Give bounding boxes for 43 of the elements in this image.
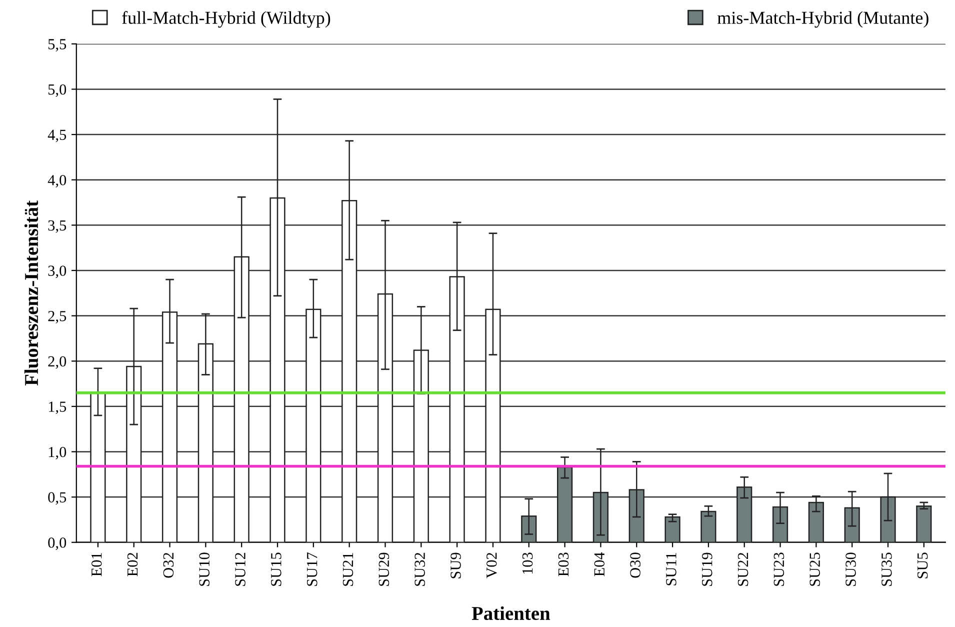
- x-tick-label: E01: [91, 552, 102, 576]
- y-tick-label: 5,5: [48, 39, 66, 52]
- x-tick-label: SU10: [199, 552, 210, 586]
- x-tick-label: SU9: [450, 552, 461, 578]
- x-tick-label: E04: [594, 552, 605, 576]
- x-tick-label: E02: [127, 552, 138, 576]
- legend-label: mis-Match-Hybrid (Mutante): [717, 11, 928, 28]
- y-tick-label: 2,0: [48, 356, 66, 369]
- x-tick-label: SU23: [774, 552, 784, 586]
- x-tick-label: E03: [558, 552, 569, 576]
- y-tick-label: 3,0: [48, 266, 66, 278]
- y-tick-label: 1,5: [48, 402, 66, 414]
- x-tick-label: O30: [630, 552, 640, 578]
- x-tick-label: SU29: [378, 552, 390, 586]
- bar: [916, 505, 932, 542]
- bar: [664, 516, 680, 542]
- x-tick-label: V02: [486, 552, 497, 578]
- x-tick-label: SU25: [810, 552, 820, 586]
- x-tick-label: SU5: [917, 552, 928, 578]
- y-tick-label: 2,5: [48, 310, 66, 324]
- bar: [700, 510, 716, 542]
- x-tick-label: SU32: [414, 552, 425, 586]
- x-tick-label: SU12: [235, 552, 246, 586]
- x-tick-label: SU11: [666, 552, 676, 586]
- x-tick-label: 103: [522, 552, 533, 574]
- y-tick-label: 4,0: [48, 174, 66, 188]
- legend-label: full-Match-Hybrid (Wildtyp): [122, 11, 330, 28]
- x-tick-label: SU35: [882, 552, 892, 586]
- y-tick-label: 3,5: [48, 220, 66, 233]
- y-tick-label: 0,0: [48, 537, 66, 550]
- x-tick-label: O32: [163, 552, 174, 578]
- x-tick-label: SU19: [702, 552, 712, 586]
- y-axis-title: Fluoreszenz-Intensität: [24, 200, 38, 386]
- x-tick-label: SU22: [738, 552, 748, 586]
- x-tick-label: SU30: [846, 552, 856, 586]
- x-tick-label: SU21: [342, 552, 354, 586]
- y-tick-label: 4,5: [48, 130, 66, 142]
- y-tick-label: 1,0: [48, 446, 66, 460]
- x-tick-label: SU17: [306, 552, 318, 586]
- x-tick-label: SU15: [271, 552, 282, 586]
- y-tick-label: 0,5: [48, 492, 66, 505]
- y-tick-label: 5,0: [48, 84, 66, 97]
- x-axis-title: Patienten: [472, 606, 550, 620]
